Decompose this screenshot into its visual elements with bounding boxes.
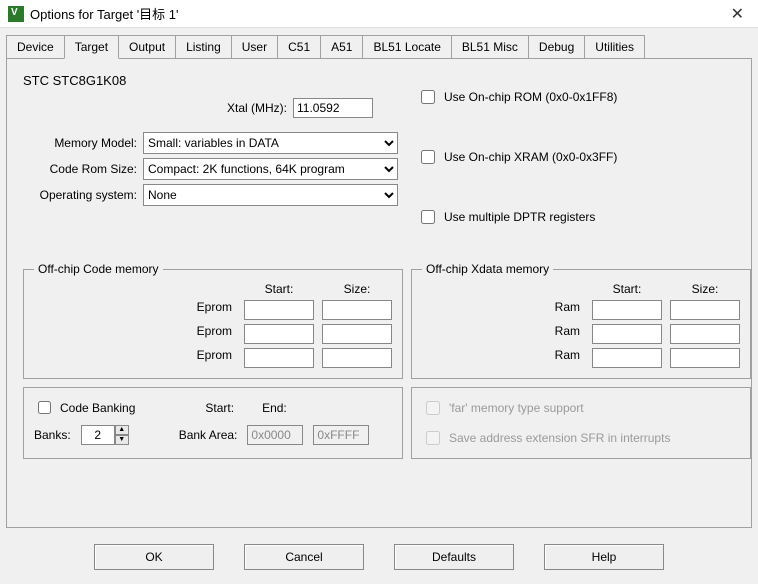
code-banking-checkbox[interactable]	[38, 401, 51, 414]
onchip-xram-label: Use On-chip XRAM (0x0-0x3FF)	[444, 150, 617, 164]
tab-panel-target: STC STC8G1K08 Xtal (MHz): Memory Model: …	[6, 58, 752, 528]
banking-start-header: Start:	[205, 401, 234, 415]
tabstrip: Device Target Output Listing User C51 A5…	[0, 28, 758, 58]
onchip-rom-checkbox[interactable]	[421, 90, 435, 104]
ram-start-2[interactable]	[592, 348, 662, 368]
xtal-label: Xtal (MHz):	[23, 101, 293, 115]
eprom-label-2: Eprom	[34, 348, 236, 368]
cancel-button[interactable]: Cancel	[244, 544, 364, 570]
offchip-xdata-legend: Off-chip Xdata memory	[422, 262, 553, 276]
eprom-start-1[interactable]	[244, 324, 314, 344]
banks-spinner[interactable]: ▲▼	[81, 425, 129, 445]
ram-label-0: Ram	[422, 300, 584, 320]
tab-device[interactable]: Device	[6, 35, 65, 59]
eprom-label-0: Eprom	[34, 300, 236, 320]
tab-bl51-locate[interactable]: BL51 Locate	[362, 35, 451, 59]
offchip-xdata-group: Off-chip Xdata memory Start: Size: Ram R…	[411, 262, 751, 379]
onchip-xram-checkbox[interactable]	[421, 150, 435, 164]
tab-utilities[interactable]: Utilities	[584, 35, 645, 59]
ram-label-1: Ram	[422, 324, 584, 344]
tab-user[interactable]: User	[231, 35, 278, 59]
ram-size-2[interactable]	[670, 348, 740, 368]
banks-down-icon[interactable]: ▼	[115, 435, 129, 445]
code-size-header: Size:	[322, 282, 392, 296]
close-icon[interactable]: ✕	[725, 2, 750, 26]
offchip-code-group: Off-chip Code memory Start: Size: Eprom …	[23, 262, 403, 379]
bank-end-input	[313, 425, 369, 445]
os-label: Operating system:	[23, 188, 143, 202]
code-banking-group: Code Banking Start: End: Banks: ▲▼ Bank …	[23, 387, 403, 459]
xdata-size-header: Size:	[670, 282, 740, 296]
os-select[interactable]: None	[143, 184, 398, 206]
code-banking-label: Code Banking	[60, 401, 135, 415]
banks-label: Banks:	[34, 428, 71, 442]
eprom-size-1[interactable]	[322, 324, 392, 344]
bank-area-label: Bank Area:	[179, 428, 238, 442]
banks-up-icon[interactable]: ▲	[115, 425, 129, 435]
banking-end-header: End:	[262, 401, 287, 415]
eprom-label-1: Eprom	[34, 324, 236, 344]
code-rom-select[interactable]: Compact: 2K functions, 64K program	[143, 158, 398, 180]
window-title: Options for Target '目标 1'	[30, 4, 179, 23]
ok-button[interactable]: OK	[94, 544, 214, 570]
banks-value[interactable]	[81, 425, 115, 445]
code-rom-label: Code Rom Size:	[23, 162, 143, 176]
tab-c51[interactable]: C51	[277, 35, 321, 59]
tab-bl51-misc[interactable]: BL51 Misc	[451, 35, 529, 59]
far-memory-group: 'far' memory type support Save address e…	[411, 387, 751, 459]
far-memory-checkbox	[426, 401, 440, 415]
save-sfr-label: Save address extension SFR in interrupts	[449, 431, 670, 445]
tab-output[interactable]: Output	[118, 35, 176, 59]
app-icon	[8, 6, 24, 22]
tab-listing[interactable]: Listing	[175, 35, 232, 59]
defaults-button[interactable]: Defaults	[394, 544, 514, 570]
tab-target[interactable]: Target	[64, 35, 119, 59]
tab-a51[interactable]: A51	[320, 35, 363, 59]
memory-model-select[interactable]: Small: variables in DATA	[143, 132, 398, 154]
eprom-start-0[interactable]	[244, 300, 314, 320]
multi-dptr-label: Use multiple DPTR registers	[444, 210, 595, 224]
ram-size-1[interactable]	[670, 324, 740, 344]
titlebar: Options for Target '目标 1' ✕	[0, 0, 758, 28]
ram-start-1[interactable]	[592, 324, 662, 344]
ram-label-2: Ram	[422, 348, 584, 368]
tab-debug[interactable]: Debug	[528, 35, 585, 59]
eprom-size-2[interactable]	[322, 348, 392, 368]
onchip-rom-label: Use On-chip ROM (0x0-0x1FF8)	[444, 90, 617, 104]
dialog-buttons: OK Cancel Defaults Help	[0, 534, 758, 584]
ram-size-0[interactable]	[670, 300, 740, 320]
code-start-header: Start:	[244, 282, 314, 296]
save-sfr-checkbox	[426, 431, 440, 445]
right-checkbox-column: Use On-chip ROM (0x0-0x1FF8) Use On-chip…	[417, 73, 737, 251]
xdata-start-header: Start:	[592, 282, 662, 296]
multi-dptr-checkbox[interactable]	[421, 210, 435, 224]
ram-start-0[interactable]	[592, 300, 662, 320]
memory-model-label: Memory Model:	[23, 136, 143, 150]
xtal-input[interactable]	[293, 98, 373, 118]
help-button[interactable]: Help	[544, 544, 664, 570]
eprom-size-0[interactable]	[322, 300, 392, 320]
eprom-start-2[interactable]	[244, 348, 314, 368]
bank-start-input	[247, 425, 303, 445]
offchip-code-legend: Off-chip Code memory	[34, 262, 163, 276]
far-memory-label: 'far' memory type support	[449, 401, 584, 415]
